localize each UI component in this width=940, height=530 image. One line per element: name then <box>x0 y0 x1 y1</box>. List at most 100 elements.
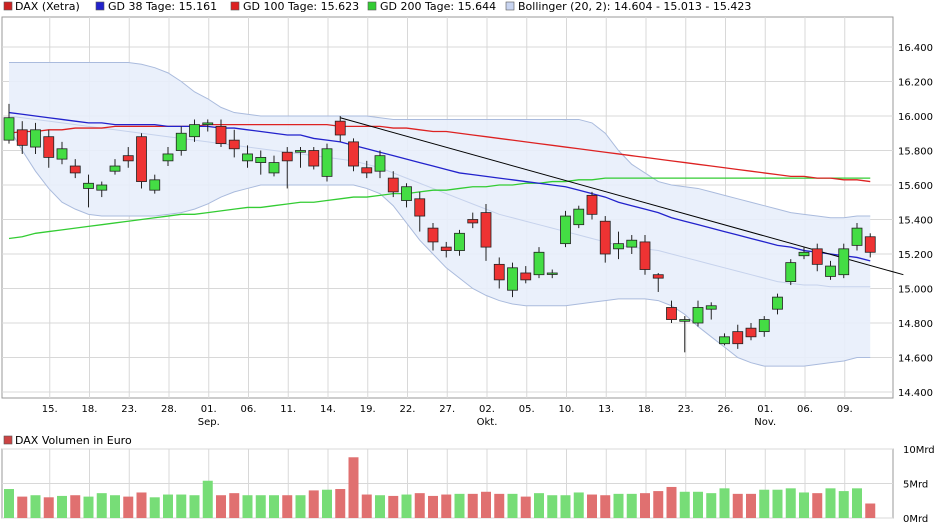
candle <box>758 316 770 337</box>
volume-y-tick-label: 0Mrd <box>903 514 928 525</box>
candle <box>785 259 797 286</box>
volume-bar <box>96 493 107 518</box>
price-x-tick-label: 22. <box>400 404 416 415</box>
candle <box>16 121 28 154</box>
volume-bar <box>772 489 783 518</box>
candle-body <box>136 136 147 182</box>
volume-bar <box>454 493 465 518</box>
price-x-tick-label: 28. <box>161 404 177 415</box>
volume-bar <box>30 495 41 518</box>
legend-label-gd200: GD 200 Tage: 15.644 <box>380 0 496 13</box>
candle <box>149 174 161 194</box>
price-y-tick-label: 16.000 <box>898 112 933 123</box>
candle-body <box>16 129 28 146</box>
candle <box>427 222 439 251</box>
candle <box>454 229 465 256</box>
candle <box>228 129 240 158</box>
candle <box>109 159 121 175</box>
candle <box>215 119 227 148</box>
candle <box>43 129 55 168</box>
candle <box>387 171 399 198</box>
volume-bar <box>242 495 253 518</box>
volume-bar <box>428 495 438 518</box>
candle <box>560 210 571 248</box>
candle <box>83 174 94 208</box>
volume-bar <box>361 494 372 518</box>
price-y-tick-label: 15.600 <box>898 181 933 192</box>
price-x-tick-label: 23. <box>678 404 694 415</box>
candle <box>719 333 730 346</box>
candle <box>56 141 68 165</box>
price-x-tick-label: 18. <box>638 404 654 415</box>
legend-swatch-gd38 <box>95 1 105 11</box>
candle <box>798 247 810 260</box>
candle-body <box>692 307 704 324</box>
legend-swatch-volume <box>3 435 13 445</box>
candle-body <box>109 165 121 172</box>
price-y-tick-label: 14.800 <box>898 319 933 330</box>
volume-bar <box>838 491 849 518</box>
volume-bar <box>799 492 809 518</box>
volume-bar <box>176 494 187 518</box>
volume-bar <box>520 496 531 518</box>
candle <box>493 257 505 289</box>
candle-body <box>122 155 134 162</box>
candle-body <box>467 219 479 224</box>
trendline-group <box>340 117 904 276</box>
volume-bar <box>759 489 770 518</box>
candle <box>705 302 717 320</box>
candle-body <box>334 120 346 136</box>
candlestick-series <box>3 103 876 353</box>
volume-bar <box>308 490 319 518</box>
volume-bar <box>414 493 425 518</box>
candle-body <box>440 246 452 251</box>
candle <box>679 316 691 353</box>
volume-y-axis: 10Mrd 5Mrd 0Mrd <box>903 445 935 525</box>
price-x-tick-label: 06. <box>241 404 257 415</box>
price-x-axis: 15. 18. 23. 28. 01. Sep. 06. 11. 14. 19. 22. 27. 02.… <box>42 404 853 428</box>
price-y-tick-label: 15.800 <box>898 147 933 158</box>
price-x-tick-label: 15. <box>42 404 58 415</box>
candle-body <box>295 150 306 153</box>
legend-item-gd38: GD 38 Tage: 15.161 <box>95 0 217 13</box>
candle-body <box>83 182 94 189</box>
price-x-month-label: Sep. <box>198 417 220 428</box>
bollinger-upper-line <box>9 62 871 219</box>
volume-bar <box>600 495 611 518</box>
candle <box>480 203 492 261</box>
candle-body <box>652 274 664 279</box>
volume-bar <box>560 495 571 518</box>
candle-body <box>785 262 797 283</box>
candle <box>255 150 267 175</box>
candle <box>692 300 704 327</box>
price-x-tick-label: 06. <box>797 404 813 415</box>
bollinger-lower-line <box>8 127 871 367</box>
candle <box>639 235 651 275</box>
price-x-tick-label: 14. <box>320 404 336 415</box>
price-y-tick-label: 16.400 <box>898 43 933 54</box>
candle-body <box>586 194 598 215</box>
candle-body <box>3 117 15 141</box>
candle-body <box>838 248 850 276</box>
volume-bar <box>17 496 28 518</box>
volume-bar <box>229 493 240 518</box>
candle-body <box>851 227 863 246</box>
volume-bar <box>573 492 584 518</box>
price-x-tick-label: 05. <box>519 404 535 415</box>
candle <box>811 243 823 272</box>
candle-body <box>401 186 412 201</box>
candle <box>348 138 359 172</box>
volume-bars <box>4 457 876 518</box>
candle <box>162 147 174 167</box>
volume-bar <box>57 495 67 518</box>
candle-body <box>533 251 545 276</box>
candle-body <box>268 162 280 174</box>
volume-bar <box>295 495 306 518</box>
volume-bar <box>83 496 94 518</box>
volume-bar <box>282 495 293 518</box>
trendline <box>340 117 904 276</box>
price-x-tick-label: 19. <box>360 404 376 415</box>
legend-item-bollinger: Bollinger (20, 2): 14.604 - 15.013 - 15.… <box>505 0 751 13</box>
volume-bar <box>507 493 518 518</box>
candle <box>281 147 293 189</box>
